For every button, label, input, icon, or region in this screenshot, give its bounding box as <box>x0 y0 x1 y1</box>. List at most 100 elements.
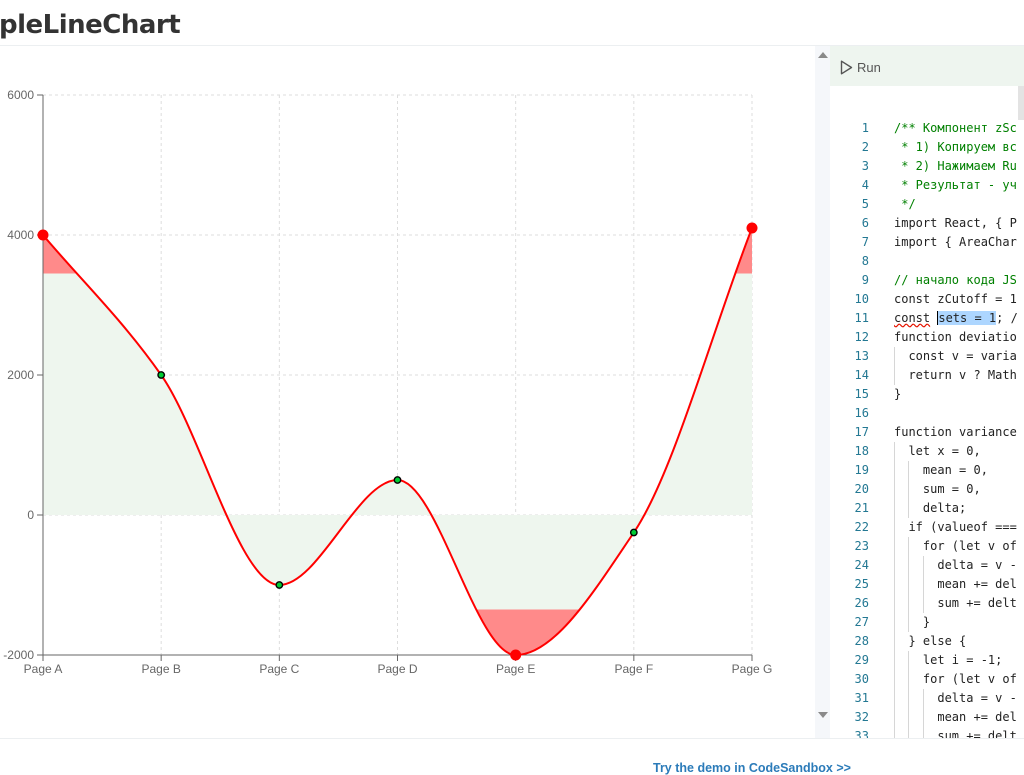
x-tick-label: Page F <box>614 662 653 676</box>
indent-guide <box>908 537 910 556</box>
line-number: 16 <box>854 406 869 420</box>
x-tick-label: Page B <box>141 662 180 676</box>
line-number: 26 <box>854 596 869 610</box>
code-text: function deviatio <box>894 330 1017 344</box>
indent-guide <box>894 366 895 385</box>
line-number: 1 <box>861 121 869 135</box>
indent-guide <box>894 632 895 651</box>
scroll-down-icon[interactable] <box>818 712 828 718</box>
code-text: * 1) Копируем вс <box>894 140 1017 154</box>
indent-guide <box>908 594 910 613</box>
indent-guide <box>894 594 895 613</box>
code-text: // начало кода JS <box>894 273 1017 287</box>
line-number: 7 <box>861 235 869 249</box>
code-text: function variance <box>894 425 1017 439</box>
x-tick-label: Page C <box>259 662 299 676</box>
code-text: const sets = 1; / <box>894 311 1018 325</box>
code-text: mean += del <box>894 577 1017 591</box>
code-text: let i = -1; <box>894 653 1003 667</box>
line-number: 18 <box>854 444 869 458</box>
indent-guide <box>894 556 895 575</box>
indent-guide <box>894 461 895 480</box>
line-number: 20 <box>854 482 869 496</box>
x-tick-label: Page G <box>732 662 773 676</box>
y-tick-label: 6000 <box>7 88 34 102</box>
y-tick-label: 0 <box>27 508 34 522</box>
line-number: 2 <box>861 140 869 154</box>
indent-guide <box>894 651 895 670</box>
indent-guide <box>908 461 910 480</box>
code-text: delta = v - <box>894 558 1017 572</box>
indent-guide <box>908 575 910 594</box>
data-point <box>157 371 166 379</box>
line-number: 4 <box>861 178 869 192</box>
indent-guide <box>908 708 910 727</box>
line-number: 14 <box>854 368 869 382</box>
code-text: } else { <box>894 634 967 648</box>
code-text: if (valueof === <box>894 520 1017 534</box>
chart-area: -2000 0 2000 4000 6000 Page A Page B Page C Page… <box>0 46 815 738</box>
scroll-up-icon[interactable] <box>818 52 828 58</box>
codesandbox-demo-link[interactable]: Try the demo in CodeSandbox >> <box>653 761 851 775</box>
line-number: 15 <box>854 387 869 401</box>
indent-guide <box>894 575 895 594</box>
line-number: 19 <box>854 463 869 477</box>
indent-guide <box>922 556 924 575</box>
indent-guide <box>908 499 910 518</box>
run-label: Run <box>857 59 881 75</box>
indent-guide <box>908 670 910 689</box>
indent-guide <box>894 613 895 632</box>
code-text: let x = 0, <box>894 444 981 458</box>
line-number: 25 <box>854 577 869 591</box>
outlier-point <box>746 222 758 234</box>
x-tick-label: Page D <box>377 662 417 676</box>
indent-guide <box>894 442 895 461</box>
code-text: mean += del <box>894 710 1017 724</box>
line-number: 28 <box>854 634 869 648</box>
indent-guide <box>894 347 895 366</box>
line-number: 13 <box>854 349 869 363</box>
indent-guide <box>894 727 895 738</box>
editor-scroll-thumb[interactable] <box>1018 86 1024 120</box>
indent-guide <box>922 708 924 727</box>
run-button[interactable]: Run <box>840 58 881 76</box>
indent-guide <box>922 727 924 738</box>
play-icon <box>840 60 853 74</box>
code-text: sum += delt <box>894 729 1017 738</box>
indent-guide <box>894 537 895 556</box>
data-point <box>393 476 402 484</box>
indent-guide <box>894 689 895 708</box>
line-number: 21 <box>854 501 869 515</box>
line-chart: -2000 0 2000 4000 6000 Page A Page B Page C Page… <box>3 88 773 676</box>
code-text: sum = 0, <box>894 482 981 496</box>
line-number: 6 <box>861 216 869 230</box>
y-tick-label: -2000 <box>3 648 34 662</box>
line-number: 32 <box>854 710 869 724</box>
code-text: * Результат - уч <box>894 178 1017 192</box>
line-number: 22 <box>854 520 869 534</box>
indent-guide <box>894 670 895 689</box>
code-pane[interactable]: 1 /** Компонент zSc 2 * 1) Копируем вс 3 * … <box>830 86 1024 738</box>
indent-guide <box>922 689 924 708</box>
indent-guide <box>894 499 895 518</box>
code-text: } <box>894 387 902 401</box>
editor-toolbar: Run <box>830 46 1024 86</box>
indent-guide <box>908 556 910 575</box>
data-point <box>275 581 284 589</box>
code-text: */ <box>894 197 916 211</box>
code-text: for (let v of <box>894 672 1017 686</box>
indent-guide <box>922 575 924 594</box>
outlier-point <box>37 229 49 241</box>
series-line <box>42 227 753 657</box>
outlier-point <box>510 649 522 661</box>
line-number: 23 <box>854 539 869 553</box>
line-number: 10 <box>854 292 869 306</box>
y-tick-label: 2000 <box>7 368 34 382</box>
indent-guide <box>908 689 910 708</box>
x-tick-label: Page E <box>496 662 535 676</box>
line-number: 17 <box>854 425 869 439</box>
line-number: 31 <box>854 691 869 705</box>
line-number: 5 <box>861 197 869 211</box>
preview-scrollbar[interactable] <box>815 46 830 738</box>
page-title: pleLineChart <box>0 10 181 40</box>
